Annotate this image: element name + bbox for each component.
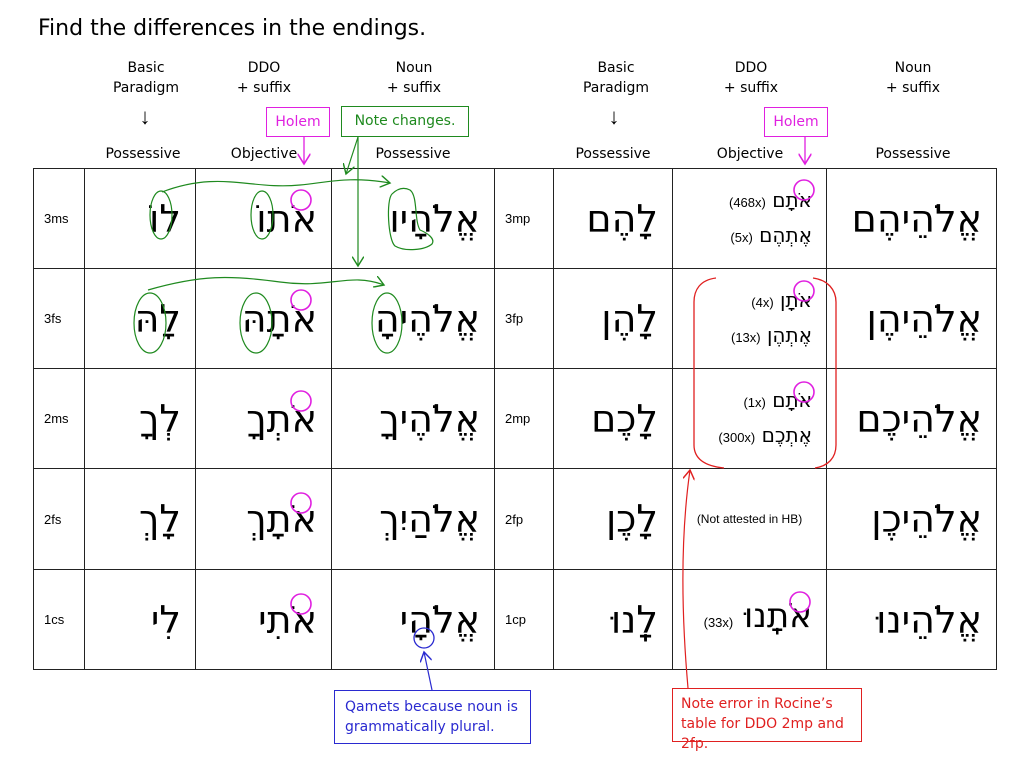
sublabel-possessive-left: Possessive bbox=[105, 146, 181, 162]
ddo-forms: אֹתָם (1x) אֶתְכֶם (300x) bbox=[672, 368, 827, 469]
header-line: + suffix bbox=[723, 80, 779, 96]
basic-form: לָךְ bbox=[84, 468, 196, 570]
basic-form: לָכֶם bbox=[553, 368, 673, 469]
header-line: DDO bbox=[734, 60, 768, 76]
header-ddo-suffix-right: DDO + suffix bbox=[711, 58, 791, 98]
holem-note-left: Holem bbox=[266, 107, 330, 137]
basic-form: לְךָ bbox=[84, 368, 196, 469]
pgn-label: 1cp bbox=[494, 569, 554, 670]
noun-form: אֱלֹהֵינוּ bbox=[826, 569, 997, 670]
error-callout: Note error in Rocine’s table for DDO 2mp… bbox=[672, 688, 862, 752]
basic-form: לִי bbox=[84, 569, 196, 670]
header-line: Basic bbox=[597, 60, 635, 76]
holem-note-right: Holem bbox=[764, 107, 828, 137]
header-line: Noun bbox=[395, 60, 433, 76]
noun-form: אֱלֹהֵיכֶם bbox=[826, 368, 997, 469]
pgn-label: 2fp bbox=[494, 468, 554, 570]
noun-form: אֱלֹהַיִךְ bbox=[331, 468, 495, 570]
noun-form: אֱלֹהֶיהָ bbox=[331, 268, 495, 369]
pgn-label: 3fp bbox=[494, 268, 554, 369]
ddo-variant-form: אֶתְכֶם bbox=[761, 422, 812, 447]
header-line: DDO bbox=[247, 60, 281, 76]
noun-form: אֱלֹהָי bbox=[331, 569, 495, 670]
noun-form: אֱלֹהֵיהֶן bbox=[826, 268, 997, 369]
ddo-variant-form: אֹתָם bbox=[772, 187, 812, 212]
pgn-label: 2ms bbox=[33, 368, 85, 469]
sublabel-possessive-right: Possessive bbox=[575, 146, 651, 162]
ddo-form: אֹתִי bbox=[195, 569, 332, 670]
basic-form: לָכֶן bbox=[553, 468, 673, 570]
ddo-form: אֹתוֹ bbox=[195, 168, 332, 269]
header-noun-suffix-left: Noun + suffix bbox=[374, 58, 454, 98]
ddo-variant: אֹתָן (4x) bbox=[673, 284, 812, 319]
table-row: 3fs לָהּ אֹתָהּ אֱלֹהֶיהָ 3fp לָהֶן אֹתָ… bbox=[33, 268, 997, 369]
header-basic-paradigm-left: Basic Paradigm bbox=[100, 58, 192, 98]
occurrence-count: (300x) bbox=[718, 429, 756, 445]
occurrence-count: (468x) bbox=[728, 194, 766, 210]
table-row: 3ms לוֹ אֹתוֹ אֱלֹהָיו 3mp לָהֶם אֹתָם (… bbox=[33, 168, 997, 269]
ddo-variant: אֹתָם (468x) bbox=[673, 184, 812, 219]
ddo-form: אֹתָהּ bbox=[195, 268, 332, 369]
header-line: Paradigm bbox=[112, 80, 180, 96]
ddo-variant-form: אֶתְהֶם bbox=[759, 222, 812, 247]
basic-form: לוֹ bbox=[84, 168, 196, 269]
note-changes-box: Note changes. bbox=[341, 106, 469, 137]
page-title: Find the differences in the endings. bbox=[38, 16, 427, 41]
ddo-variant: אֶתְהֶן (13x) bbox=[673, 319, 812, 354]
occurrence-count: (13x) bbox=[730, 329, 761, 345]
basic-form: לָהּ bbox=[84, 268, 196, 369]
noun-form: אֱלֹהֵיהֶם bbox=[826, 168, 997, 269]
ddo-variant: אֶתְהֶם (5x) bbox=[673, 219, 812, 254]
sublabel-possessive-noun-right: Possessive bbox=[875, 146, 951, 162]
noun-form: אֱלֹהֶיךָ bbox=[331, 368, 495, 469]
pgn-label: 2mp bbox=[494, 368, 554, 469]
ddo-variant: אֶתְכֶם (300x) bbox=[673, 419, 812, 454]
noun-form: אֱלֹהֵיכֶן bbox=[826, 468, 997, 570]
sublabel-objective-left: Objective bbox=[230, 146, 298, 162]
occurrence-count: (33x) bbox=[703, 615, 734, 630]
ddo-variant: אֹתָם (1x) bbox=[673, 384, 812, 419]
header-basic-paradigm-right: Basic Paradigm bbox=[570, 58, 662, 98]
pgn-label: 3fs bbox=[33, 268, 85, 369]
header-line: + suffix bbox=[885, 80, 941, 96]
paradigm-table: 3ms לוֹ אֹתוֹ אֱלֹהָיו 3mp לָהֶם אֹתָם (… bbox=[33, 168, 997, 670]
ddo-variant-form: אֶתְהֶן bbox=[766, 322, 812, 347]
header-line: Paradigm bbox=[582, 80, 650, 96]
basic-form: לָֽנוּ bbox=[553, 569, 673, 670]
basic-form: לָהֶם bbox=[553, 168, 673, 269]
ddo-form: אֹתָךְ bbox=[195, 468, 332, 570]
not-attested-note: (Not attested in HB) bbox=[672, 468, 827, 570]
header-line: + suffix bbox=[236, 80, 292, 96]
header-line: + suffix bbox=[386, 80, 442, 96]
ddo-variant-form: אֹתָם bbox=[772, 387, 812, 412]
basic-form: לָהֶן bbox=[553, 268, 673, 369]
pgn-label: 2fs bbox=[33, 468, 85, 570]
ddo-forms: אֹתָם (468x) אֶתְהֶם (5x) bbox=[672, 168, 827, 269]
table-row: 2ms לְךָ אֹתְךָ אֱלֹהֶיךָ 2mp לָכֶם אֹתָ… bbox=[33, 368, 997, 469]
qamets-callout: Qamets because noun is grammatically plu… bbox=[334, 690, 531, 744]
occurrence-count: (4x) bbox=[751, 294, 774, 310]
header-line: Noun bbox=[894, 60, 932, 76]
ddo-variant-form: אֹתָֽנוּ bbox=[744, 596, 812, 636]
header-noun-suffix-right: Noun + suffix bbox=[873, 58, 953, 98]
table-row: 2fs לָךְ אֹתָךְ אֱלֹהַיִךְ 2fp לָכֶן (No… bbox=[33, 468, 997, 570]
table-row: 1cs לִי אֹתִי אֱלֹהָי 1cp לָֽנוּ אֹתָֽנו… bbox=[33, 569, 997, 670]
sublabel-possessive-noun-left: Possessive bbox=[375, 146, 451, 162]
ddo-forms: אֹתָן (4x) אֶתְהֶן (13x) bbox=[672, 268, 827, 369]
sublabel-objective-right: Objective bbox=[716, 146, 784, 162]
ddo-variant-form: אֹתָן bbox=[780, 287, 812, 312]
pgn-label: 1cs bbox=[33, 569, 85, 670]
header-line: Basic bbox=[127, 60, 165, 76]
pgn-label: 3ms bbox=[33, 168, 85, 269]
down-arrow-icon: ↓ bbox=[608, 104, 620, 129]
down-arrow-icon: ↓ bbox=[139, 104, 151, 129]
ddo-form: אֹתְךָ bbox=[195, 368, 332, 469]
ddo-variant: אֹתָֽנוּ (33x) bbox=[673, 599, 812, 639]
ddo-forms: אֹתָֽנוּ (33x) bbox=[672, 569, 827, 670]
occurrence-count: (1x) bbox=[743, 394, 766, 410]
header-ddo-suffix-left: DDO + suffix bbox=[224, 58, 304, 98]
noun-form: אֱלֹהָיו bbox=[331, 168, 495, 269]
occurrence-count: (5x) bbox=[730, 229, 753, 245]
pgn-label: 3mp bbox=[494, 168, 554, 269]
